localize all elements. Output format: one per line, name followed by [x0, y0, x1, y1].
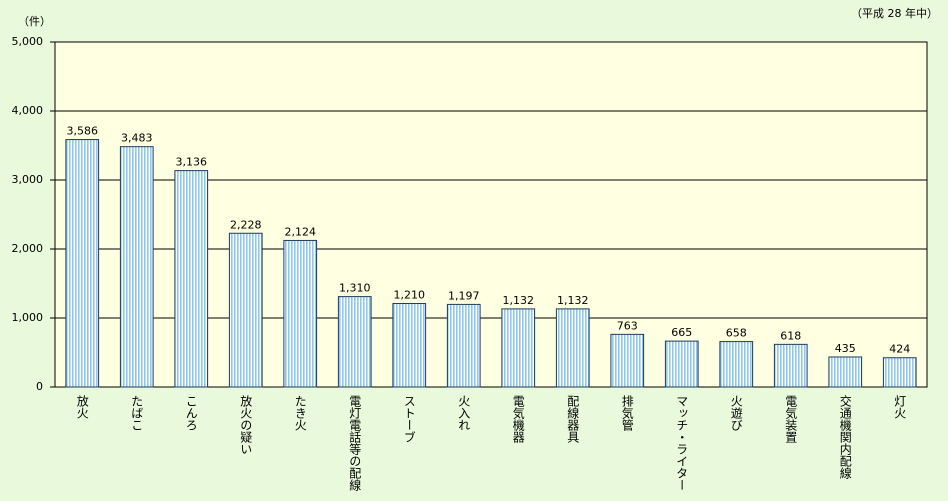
bar [392, 303, 427, 388]
y-tick-label: 4,000 [12, 104, 44, 117]
x-tick-label: 灯火 [893, 395, 907, 419]
bar [283, 239, 318, 388]
x-tick-label: 電気機器 [511, 395, 525, 444]
value-label: 1,132 [557, 294, 589, 307]
x-tick-label: 放火 [75, 394, 89, 419]
value-label: 3,483 [121, 132, 153, 145]
bar [664, 340, 699, 388]
x-tick-label: 電気装置 [784, 395, 798, 443]
x-tick-label: 配線器具 [566, 395, 580, 443]
value-label: 763 [617, 319, 638, 332]
y-tick-label: 3,000 [12, 173, 44, 186]
bar [446, 303, 481, 388]
x-tick-label: ストーブ [402, 395, 416, 443]
value-label: 1,310 [339, 282, 371, 295]
bar [119, 146, 154, 388]
value-label: 618 [780, 329, 801, 342]
value-label: 665 [671, 326, 692, 339]
value-label: 1,210 [394, 289, 426, 302]
y-axis-label: （件） [18, 15, 51, 28]
y-tick-label: 0 [36, 380, 43, 393]
y-tick-label: 5,000 [12, 35, 44, 48]
value-label: 3,586 [67, 125, 99, 138]
value-label: 424 [889, 343, 910, 356]
bar [610, 333, 645, 388]
bar [719, 341, 754, 388]
note: （平成 28 年中） [851, 6, 938, 20]
value-label: 658 [726, 327, 747, 340]
y-tick-label: 1,000 [12, 311, 44, 324]
x-tick-label: たばこ [130, 395, 144, 431]
bar [65, 139, 100, 388]
value-label: 2,228 [230, 218, 262, 231]
value-label: 2,124 [285, 225, 317, 238]
x-tick-label: マッチ・ライター [675, 395, 689, 491]
value-label: 3,136 [176, 156, 208, 169]
bar [882, 357, 917, 388]
value-label: 1,132 [503, 294, 535, 307]
x-tick-label: こんろ [184, 395, 198, 431]
bar [828, 356, 863, 388]
x-tick-label: 火遊び [729, 395, 743, 431]
x-tick-label: 火入れ [457, 395, 471, 431]
bar [337, 296, 372, 388]
x-tick-label: たき火 [293, 395, 307, 431]
bar [555, 308, 590, 388]
x-tick-label: 排気管 [620, 395, 634, 432]
y-tick-label: 2,000 [12, 242, 44, 255]
value-label: 1,197 [448, 289, 480, 302]
x-tick-label: 放火の疑い [239, 394, 253, 455]
bar [773, 343, 808, 388]
bar [228, 232, 263, 388]
x-tick-label: 電灯電話等の配線 [348, 395, 362, 491]
bar [501, 308, 536, 388]
x-tick-label: 交通機関内配線 [838, 394, 852, 479]
bar [174, 170, 209, 388]
value-label: 435 [835, 342, 856, 355]
